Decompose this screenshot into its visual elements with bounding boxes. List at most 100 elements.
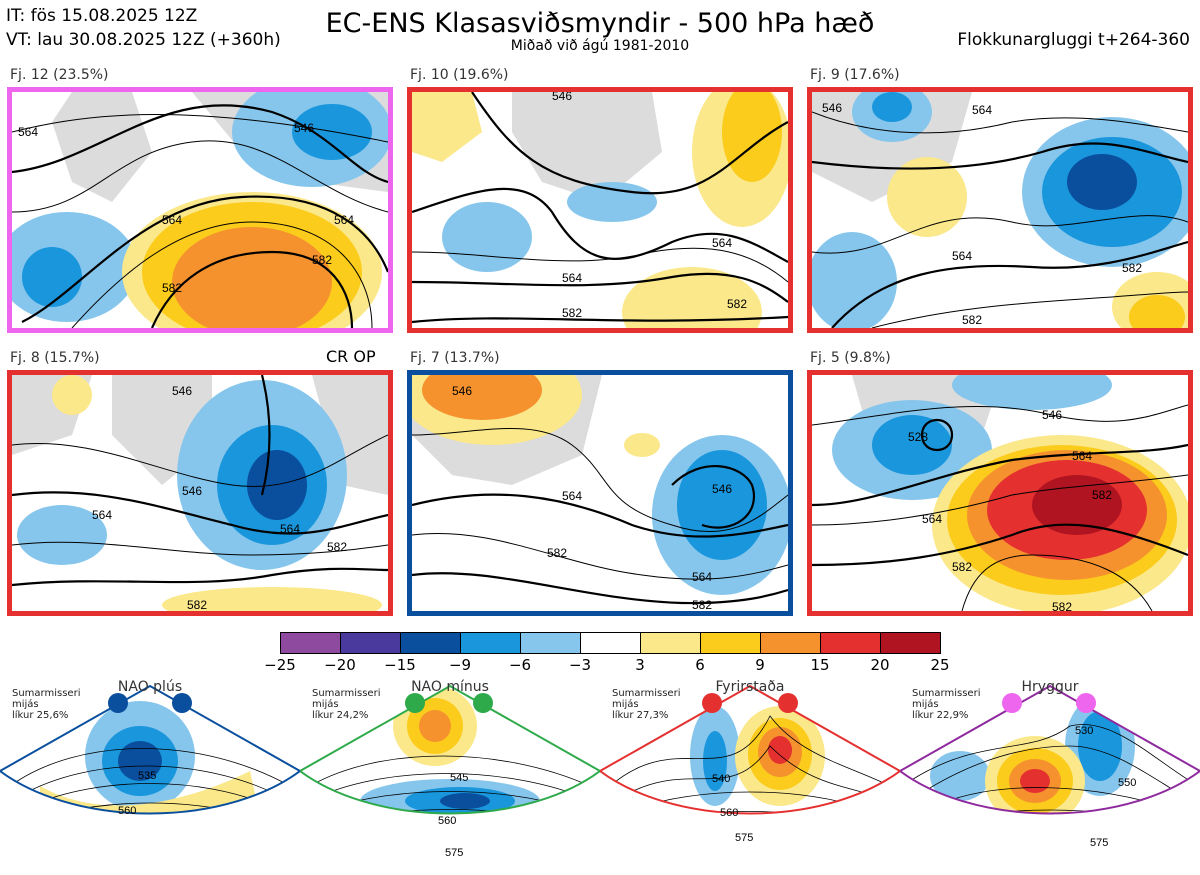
contour-label: 564	[1072, 449, 1092, 463]
colorbar-swatch	[341, 633, 401, 653]
colorbar-tick: 6	[695, 656, 705, 674]
contour-label: 564	[334, 213, 354, 227]
page-subtitle: Miðað við ágú 1981-2010	[510, 38, 690, 54]
regime-ridge: 530 550 575 Sumarmisseri mijás líkur 22,…	[898, 676, 1200, 871]
regime-contour-label: 575	[445, 847, 463, 859]
colorbar-tick: 20	[870, 656, 890, 674]
colorbar-swatch	[821, 633, 881, 653]
regime-contour-label: 560	[720, 807, 738, 819]
anomaly-colorbar	[280, 632, 941, 654]
regime-contour-label: 560	[118, 805, 136, 817]
colorbar-tick: 15	[810, 656, 830, 674]
contour-label: 582	[962, 313, 982, 327]
stat-line: Sumarmisseri	[312, 688, 381, 699]
cluster-map-4: 546 546 564 564 582 582	[7, 370, 393, 616]
regime-blocking: 540 560 575 Sumarmisseri mijás líkur 27,…	[598, 676, 902, 871]
regime-title: NAO plús	[117, 679, 183, 695]
cluster-label-1: Fj. 12 (23.5%)	[10, 67, 109, 83]
stat-line: líkur 24,2%	[312, 710, 369, 721]
contour-label: 564	[562, 271, 582, 285]
contour-label: 546	[172, 384, 192, 398]
regime-contour-label: 575	[735, 832, 753, 844]
regime-contour-label: 540	[712, 773, 730, 785]
colorbar-swatch	[461, 633, 521, 653]
stat-line: mijás	[612, 699, 639, 710]
colorbar-swatch	[521, 633, 581, 653]
stat-line: Sumarmisseri	[912, 688, 981, 699]
contour-label: 564	[922, 512, 942, 526]
page-title: EC-ENS Klasasviðsmyndir - 500 hPa hæð	[325, 8, 875, 39]
regime-nao-plus: 535 560 Sumarmisseri mijás líkur 25,6% N…	[0, 676, 302, 871]
colorbar-swatch	[281, 633, 341, 653]
contour-label: 582	[327, 540, 347, 554]
clustering-window: Flokkunargluggi t+264-360	[957, 30, 1190, 50]
regime-contour-label: 575	[1090, 837, 1108, 849]
valid-time: VT: lau 30.08.2025 12Z (+360h)	[6, 30, 281, 50]
colorbar-tick: −25	[264, 656, 296, 674]
colorbar-tick: −9	[448, 656, 472, 674]
stat-line: mijás	[312, 699, 339, 710]
contour-label: 546	[552, 92, 572, 103]
contour-label: 564	[562, 489, 582, 503]
regime-contour-label: 560	[438, 815, 456, 827]
stat-line: Sumarmisseri	[612, 688, 681, 699]
contour-label: 528	[908, 430, 928, 444]
colorbar-swatch	[641, 633, 701, 653]
cluster-map-2: 546 564 564 582 582	[407, 87, 793, 333]
colorbar-tick: 9	[755, 656, 765, 674]
contour-label: 582	[1092, 488, 1112, 502]
colorbar-tick: −15	[384, 656, 416, 674]
cluster-map-1: 564 546 564 582 564 582	[7, 87, 393, 333]
contour-label: 582	[162, 281, 182, 295]
regime-stats: Sumarmisseri mijás líkur 27,3%	[612, 688, 680, 721]
contour-label: 546	[294, 121, 314, 135]
regime-contour-label: 550	[1118, 777, 1136, 789]
colorbar-tick: −3	[568, 656, 592, 674]
regime-contour-label: 545	[450, 772, 468, 784]
regime-title: Fyrirstaða	[715, 679, 785, 695]
regime-stats: Sumarmisseri mijás líkur 25,6%	[12, 688, 80, 721]
initial-time: IT: fös 15.08.2025 12Z	[6, 6, 198, 26]
colorbar-tick: 25	[930, 656, 950, 674]
contour-label: 564	[972, 103, 992, 117]
contour-label: 564	[92, 508, 112, 522]
contour-label: 564	[280, 522, 300, 536]
cluster-label-6: Fj. 5 (9.8%)	[810, 350, 891, 366]
colorbar-swatch	[401, 633, 461, 653]
contour-label: 582	[547, 546, 567, 560]
regime-contour-label: 530	[1075, 725, 1093, 737]
contour-label: 564	[692, 570, 712, 584]
regime-stats: Sumarmisseri mijás líkur 24,2%	[312, 688, 380, 721]
cluster-label-4: Fj. 8 (15.7%)	[10, 350, 100, 366]
contour-label: 546	[712, 482, 732, 496]
contour-label: 546	[452, 384, 472, 398]
stat-line: Sumarmisseri	[12, 688, 81, 699]
contour-label: 582	[1052, 600, 1072, 611]
stat-line: líkur 25,6%	[12, 710, 69, 721]
colorbar-swatch	[581, 633, 641, 653]
cluster-map-5: 546 564 546 582 564 582	[407, 370, 793, 616]
cr-op-annotation: CR OP	[326, 347, 376, 366]
colorbar-tick: −6	[508, 656, 532, 674]
stat-line: líkur 27,3%	[612, 710, 669, 721]
cluster-map-3: 546 564 564 582 582	[807, 87, 1193, 333]
contour-label: 582	[562, 306, 582, 320]
contour-label: 582	[312, 253, 332, 267]
contour-label: 546	[1042, 408, 1062, 422]
colorbar-swatch	[701, 633, 761, 653]
colorbar-swatch	[761, 633, 821, 653]
contour-label: 546	[182, 484, 202, 498]
contour-label: 582	[1122, 261, 1142, 275]
colorbar-swatch	[881, 633, 940, 653]
regime-stats: Sumarmisseri mijás líkur 22,9%	[912, 688, 980, 721]
stat-line: mijás	[12, 699, 39, 710]
contour-label: 564	[712, 236, 732, 250]
stat-line: mijás	[912, 699, 939, 710]
regime-contour-label: 535	[138, 770, 156, 782]
stat-line: líkur 22,9%	[912, 710, 969, 721]
cluster-label-2: Fj. 10 (19.6%)	[410, 67, 509, 83]
cluster-map-6: 546 528 564 582 564 582 582	[807, 370, 1193, 616]
contour-label: 564	[162, 213, 182, 227]
contour-label: 582	[952, 560, 972, 574]
colorbar-tick: 3	[635, 656, 645, 674]
